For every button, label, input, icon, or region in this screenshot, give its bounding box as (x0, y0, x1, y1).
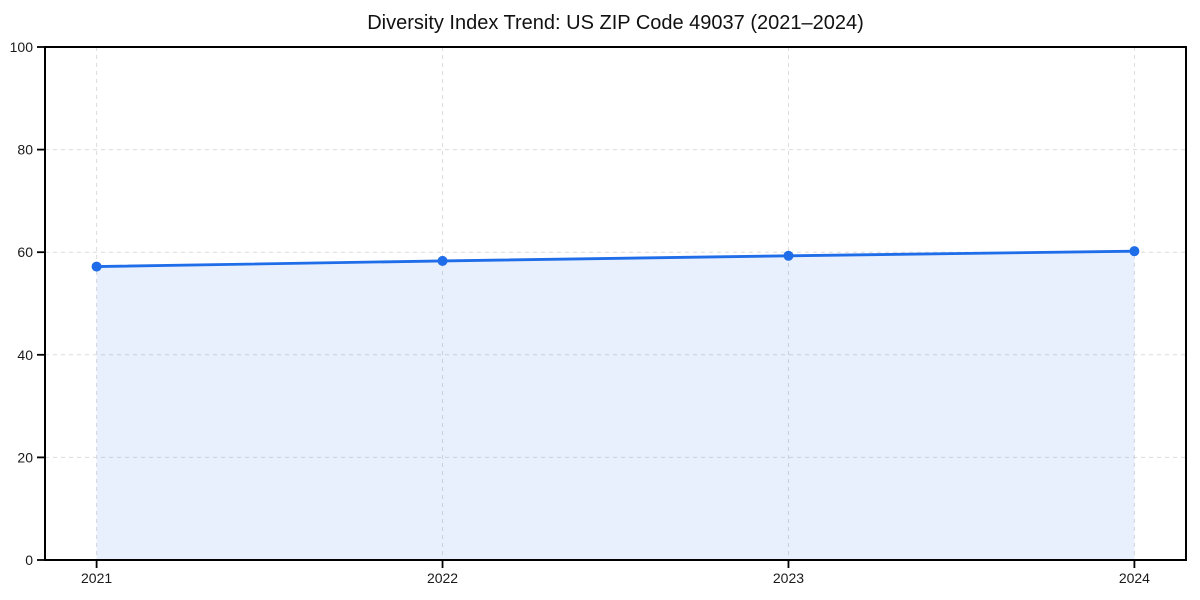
y-axis-tick-label: 40 (17, 347, 33, 363)
x-axis-tick-label: 2022 (427, 570, 458, 586)
tick-labels: 0 20 40 60 80 100 2021 2022 2023 2024 (10, 39, 1151, 586)
y-axis-tick-label: 0 (25, 552, 33, 568)
y-axis-tick-label: 100 (10, 39, 34, 55)
axes (37, 46, 1187, 568)
data-point-marker (1129, 246, 1140, 257)
area-under-line (96, 251, 1135, 560)
x-axis-tick-label: 2023 (773, 570, 804, 586)
x-axis-tick-label: 2021 (81, 570, 112, 586)
trend-line (95, 249, 1136, 268)
series-line (95, 249, 1136, 268)
data-point-marker (437, 255, 448, 266)
y-axis-tick-label: 20 (17, 449, 33, 465)
x-axis-tick-label: 2024 (1119, 570, 1150, 586)
plot-border (44, 46, 1187, 561)
y-axis-tick-label: 60 (17, 244, 33, 260)
data-point-marker (783, 250, 794, 261)
y-axis-tick-label: 80 (17, 142, 33, 158)
data-point-markers (91, 246, 1140, 272)
chart-title: Diversity Index Trend: US ZIP Code 49037… (367, 12, 864, 34)
area-fill (96, 251, 1135, 560)
data-point-marker (91, 261, 102, 272)
